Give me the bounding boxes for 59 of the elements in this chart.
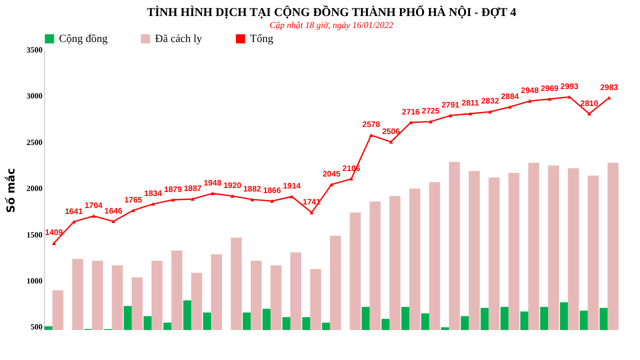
data-label: 1920 [223,181,242,190]
point [52,241,56,245]
data-label: 1704 [84,200,104,210]
point [250,198,254,202]
point [170,198,175,202]
data-label: 1765 [124,195,143,204]
legend-label: Đã cách ly [155,32,203,45]
data-label: 2832 [481,96,500,106]
data-label: 2993 [560,82,579,91]
y-tick-label: 3500 [26,46,42,54]
chart-subtitle: Cập nhật 18 giờ, ngày 16/01/2022 [270,20,394,30]
chart-title: TÌNH HÌNH DỊCH TẠI CỘNG ĐỒNG THÀNH PHỐ HÀ NỘI - ĐỢT 4 [146,5,516,19]
point [310,210,314,214]
point [587,112,592,116]
data-label: 2791 [442,100,460,110]
data-label: 2969 [540,84,560,94]
legend-label: Cộng đồng [59,32,108,45]
point [72,220,76,224]
y-tick-label: 2500 [26,138,42,147]
point [428,120,433,124]
data-label: 1409 [45,228,64,238]
data-label: 2948 [520,86,540,96]
data-label: 2811 [462,98,480,108]
data-label: 1882 [243,184,262,194]
data-label: 1866 [263,186,282,195]
point [190,197,195,201]
point [369,133,374,137]
data-label: 2716 [402,107,420,116]
point [448,114,452,118]
y-tick-label: 500 [30,322,42,332]
data-label: 1948 [204,178,222,188]
data-label: 1834 [144,188,162,198]
point [131,208,136,212]
data-label: 2506 [382,126,400,136]
data-label: 1879 [164,184,182,194]
data-label: 1641 [64,206,84,216]
y-tick-label: 2000 [26,184,42,194]
y-tick-label: 3000 [26,92,42,101]
data-label: 1887 [184,184,202,194]
data-label: 2884 [501,92,520,101]
y-tick-label: 1000 [26,276,42,286]
point [567,95,572,99]
data-label: 1646 [104,206,123,216]
point [607,96,612,100]
point [548,97,552,101]
legend-label: Tổng [250,32,274,45]
data-label: 2810 [580,98,599,108]
data-label: 2578 [362,120,381,130]
point [488,110,492,114]
point [111,220,116,224]
data-label: 2725 [422,106,440,116]
point [349,177,354,181]
data-label: 2983 [600,82,619,92]
point [468,112,472,116]
y-axis-title: Số mắc [4,168,18,213]
data-label: 1914 [282,182,302,191]
data-label: 2045 [322,169,341,178]
y-tick-label: 1500 [26,230,42,240]
point [388,140,393,144]
